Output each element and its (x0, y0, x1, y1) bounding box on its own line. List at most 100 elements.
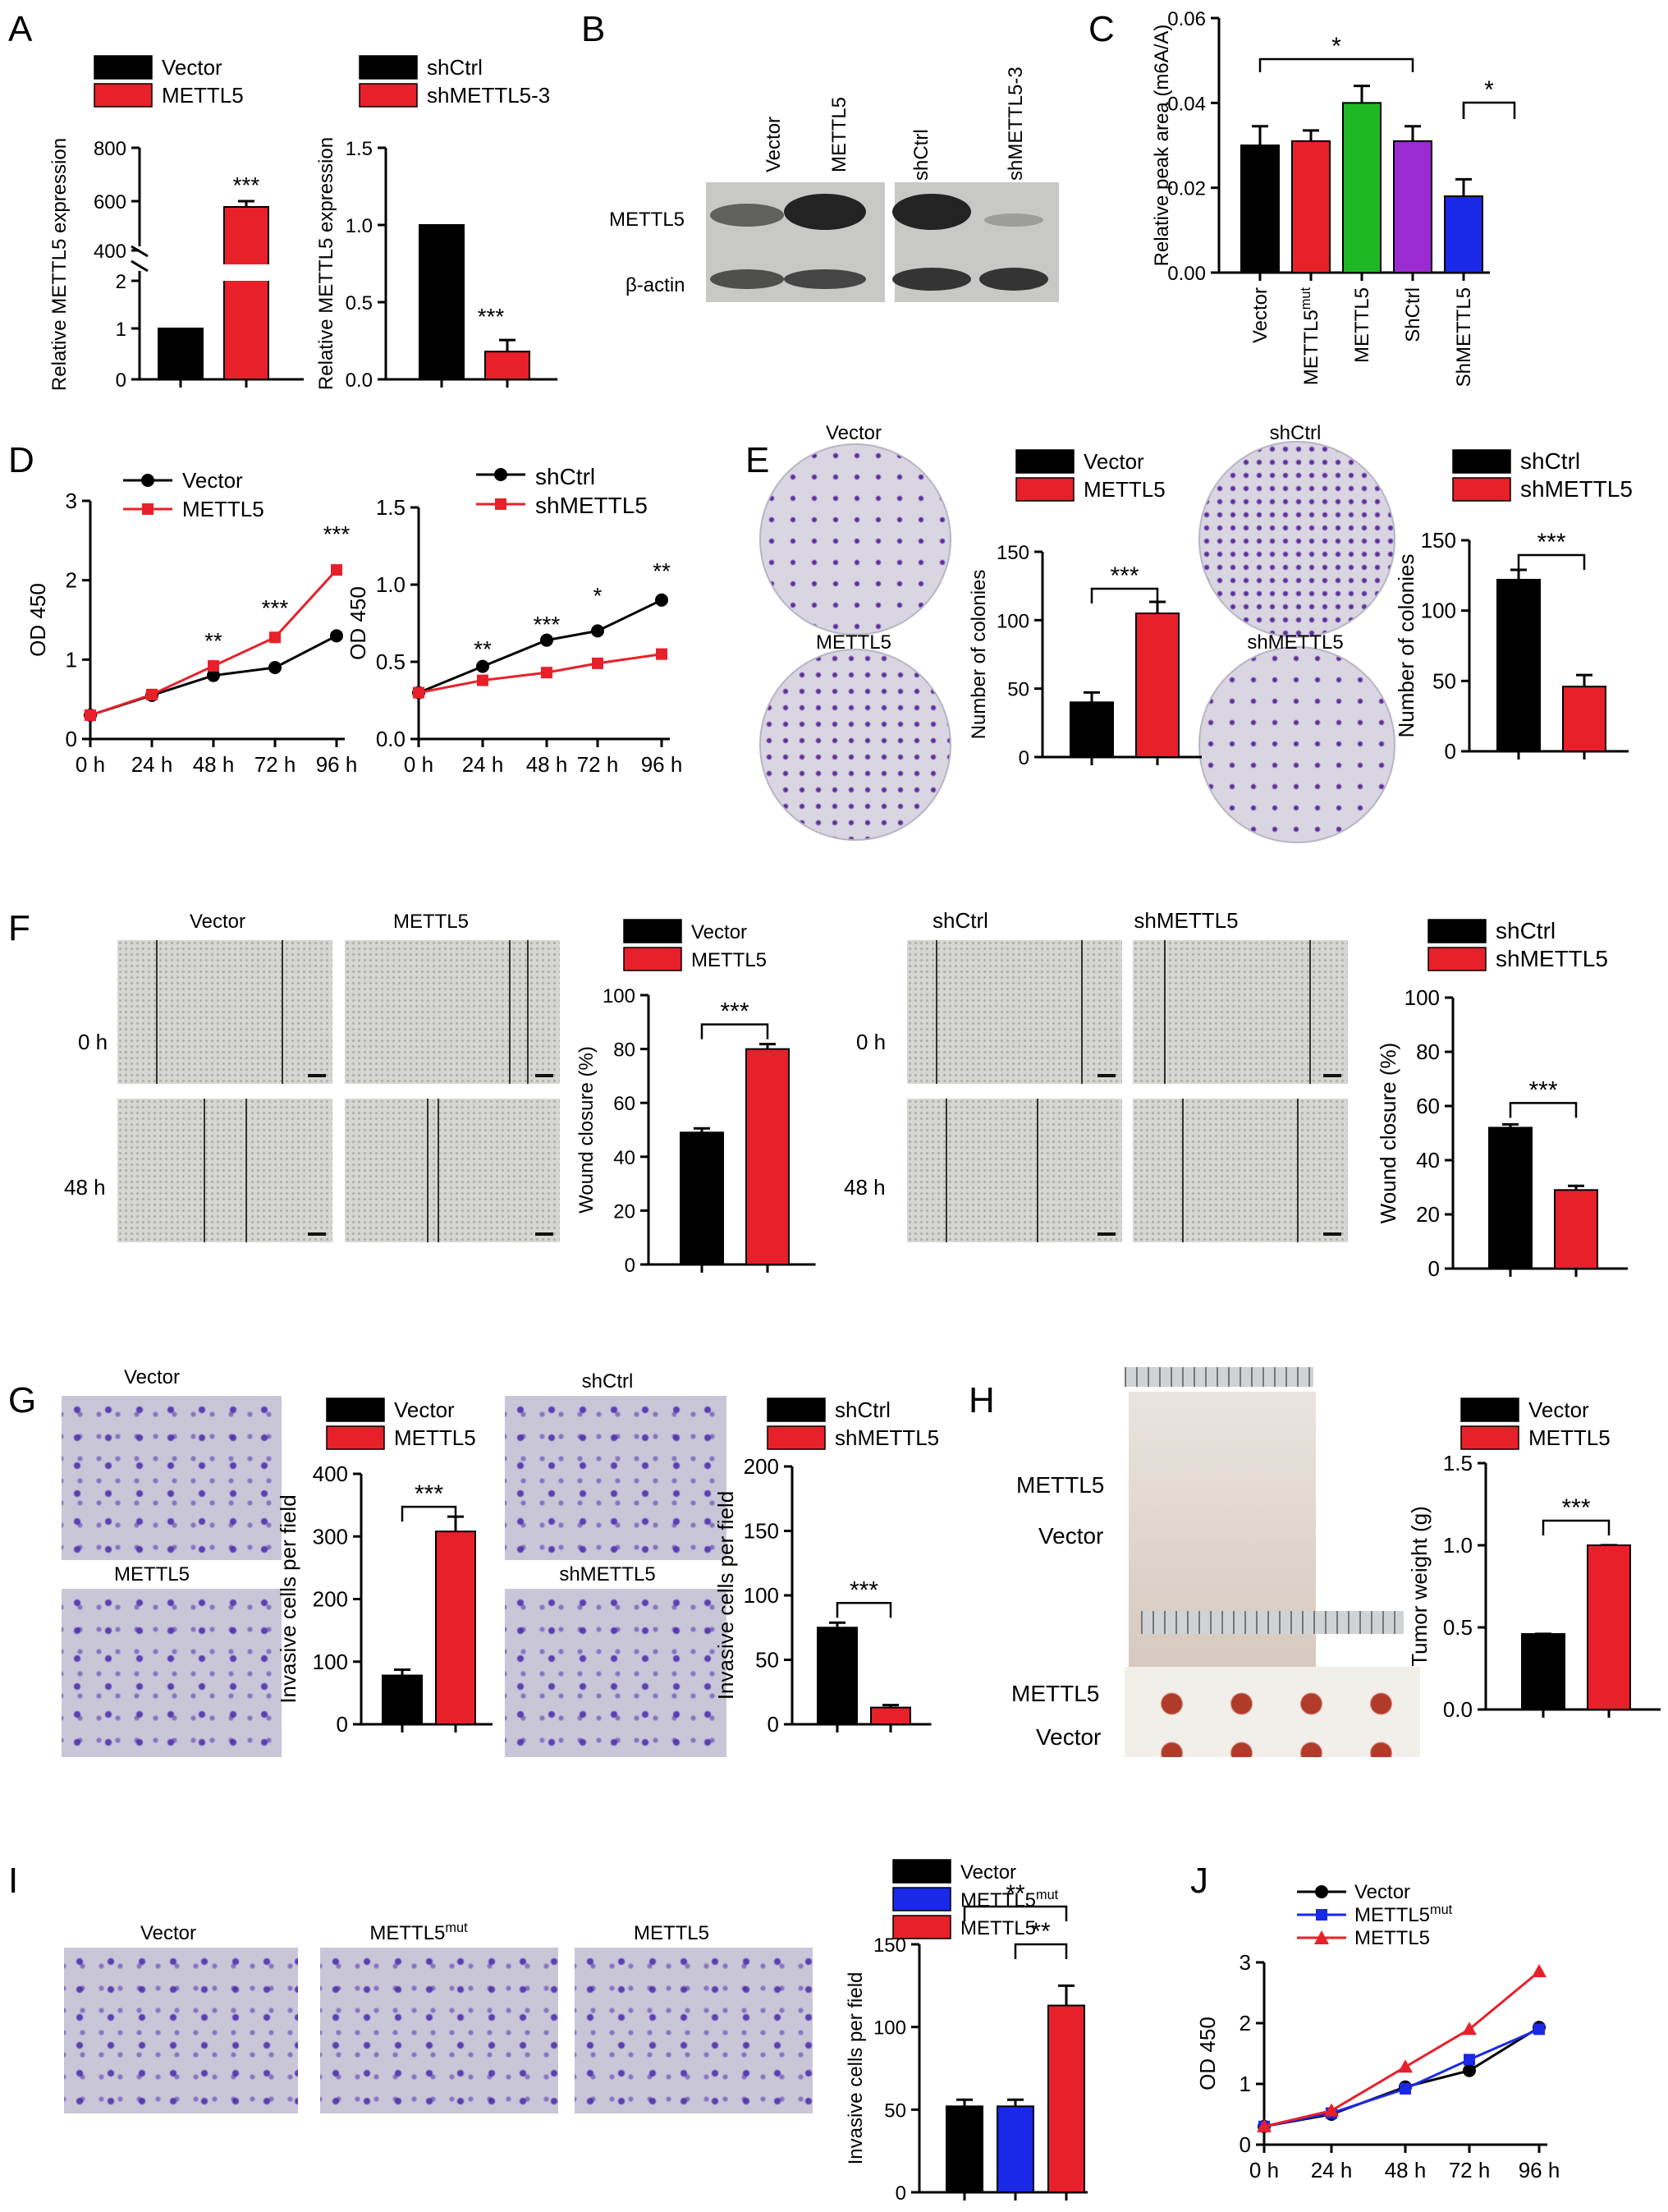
legend-entry: Vector (960, 1861, 1016, 1884)
legend-swatch (326, 1425, 385, 1450)
y-axis-label: Wound closure (%) (575, 1046, 598, 1214)
y-tick-label: 0.0 (376, 727, 406, 751)
significance-bracket (1014, 1943, 1068, 1959)
y-axis-label: Tumor weight (g) (1407, 1506, 1432, 1667)
y-tick-label: 0 (1445, 739, 1456, 764)
legend-entry: shCtrl (1520, 448, 1580, 474)
panel-letter-D: D (8, 440, 34, 480)
column-label: shCtrl (933, 908, 988, 933)
legend-entry: shMETTL5 (535, 493, 648, 518)
y-tick-label: 0.5 (376, 649, 406, 674)
y-tick-label: 0 (337, 1712, 348, 1737)
y-tick-label: 80 (1416, 1039, 1440, 1064)
significance-label: *** (1110, 562, 1139, 590)
y-tick-label: 100 (603, 985, 635, 1007)
legend-entry: shCtrl (835, 1397, 891, 1422)
column-label: shMETTL5 (1134, 908, 1238, 933)
data-point (331, 564, 342, 576)
series-line (1263, 1970, 1540, 2128)
y-tick-label: 400 (94, 241, 126, 263)
panel-letter-E: E (745, 440, 769, 480)
y-tick-label: 0 (1019, 747, 1029, 769)
bar (1562, 686, 1606, 752)
significance-label: *** (1537, 529, 1565, 556)
panel-letter-F: F (8, 908, 30, 948)
y-tick-label: 100 (313, 1650, 348, 1674)
wound-edge-line (509, 940, 511, 1084)
y-tick-label: 0.5 (346, 292, 373, 314)
significance-bracket (1517, 553, 1586, 570)
y-tick-label: 400 (313, 1462, 348, 1486)
row-label: 48 h (844, 1175, 886, 1200)
data-point (1464, 2054, 1475, 2066)
legend-swatch (1015, 477, 1075, 502)
significance-label: ** (653, 558, 671, 584)
legend-entry: shMETTL5 (1520, 476, 1633, 502)
legend-marker (1314, 1930, 1329, 1944)
bar (817, 1627, 858, 1725)
legend-swatch (1452, 449, 1511, 474)
data-point (207, 668, 220, 682)
y-tick-label: 2 (1240, 2011, 1251, 2035)
y-tick-label: 100 (744, 1583, 779, 1608)
bar (382, 1674, 423, 1726)
x-tick-label: METTL5mut (1299, 287, 1322, 386)
significance-label: * (593, 583, 603, 608)
significance-label: *** (534, 612, 561, 637)
blot-band (710, 204, 784, 227)
significance-label: ** (1031, 1918, 1051, 1945)
significance-label: *** (1528, 1076, 1557, 1104)
significance-label: * (1484, 76, 1494, 103)
significance-bracket (963, 1905, 1068, 1921)
bar (158, 328, 204, 380)
y-tick-label: 0.0 (346, 369, 373, 392)
data-point (476, 659, 489, 673)
x-tick-label: METTL5 (1351, 287, 1373, 363)
legend-swatch (326, 1397, 385, 1422)
legend-entry: METTL5 (960, 1917, 1036, 1939)
row-label: 0 h (78, 1030, 108, 1054)
significance-bracket (1509, 1102, 1578, 1118)
scale-bar (1097, 1232, 1116, 1236)
legend-swatch (892, 1887, 951, 1911)
y-tick-label: 0.00 (1167, 263, 1206, 285)
significance-label: *** (323, 521, 351, 547)
wound-image-mettl5-48h (345, 1099, 560, 1242)
bar (1291, 140, 1331, 273)
y-tick-label: 0 (896, 2182, 906, 2205)
legend-swatch (1015, 449, 1075, 474)
legend-entry: Vector (182, 468, 243, 493)
y-axis-label: OD 450 (25, 583, 50, 657)
significance-label: *** (478, 304, 505, 329)
x-tick-label: ShCtrl (1402, 287, 1424, 342)
wound-edge-line (527, 940, 529, 1084)
bar (1587, 1544, 1631, 1710)
legend-swatch (1460, 1425, 1519, 1450)
lane-label: shMETTL5-3 (1005, 67, 1027, 181)
panel-letter-H: H (969, 1380, 995, 1420)
wound-edge-line (1164, 940, 1166, 1084)
y-tick-label: 1.5 (376, 495, 406, 520)
legend-marker (1316, 1909, 1327, 1921)
legend-entry: Vector (691, 921, 747, 943)
legend-entry: shMETTL5-3 (427, 83, 550, 108)
significance-bracket (1462, 101, 1516, 119)
bar (1393, 140, 1432, 273)
y-axis-label: Number of colonies (968, 570, 990, 740)
y-tick-label: 40 (613, 1147, 635, 1169)
y-axis-label: Relative peak area (m6A/A) (1151, 25, 1173, 267)
y-tick-label: 800 (94, 138, 126, 160)
blot-row-label: METTL5 (609, 209, 685, 231)
y-tick-label: 0 (768, 1712, 779, 1737)
wound-edge-line (282, 940, 283, 1084)
panel-letter-A: A (8, 9, 33, 49)
wound-image-mettl5-0h (345, 940, 560, 1084)
x-tick-label: 48 h (193, 752, 235, 777)
y-tick-label: 100 (1421, 599, 1456, 623)
x-tick-label: 96 h (641, 752, 683, 777)
bar (745, 1048, 790, 1265)
panel-letter-I: I (8, 1861, 18, 1901)
legend-swatch (1452, 477, 1511, 502)
bar (997, 2105, 1034, 2193)
